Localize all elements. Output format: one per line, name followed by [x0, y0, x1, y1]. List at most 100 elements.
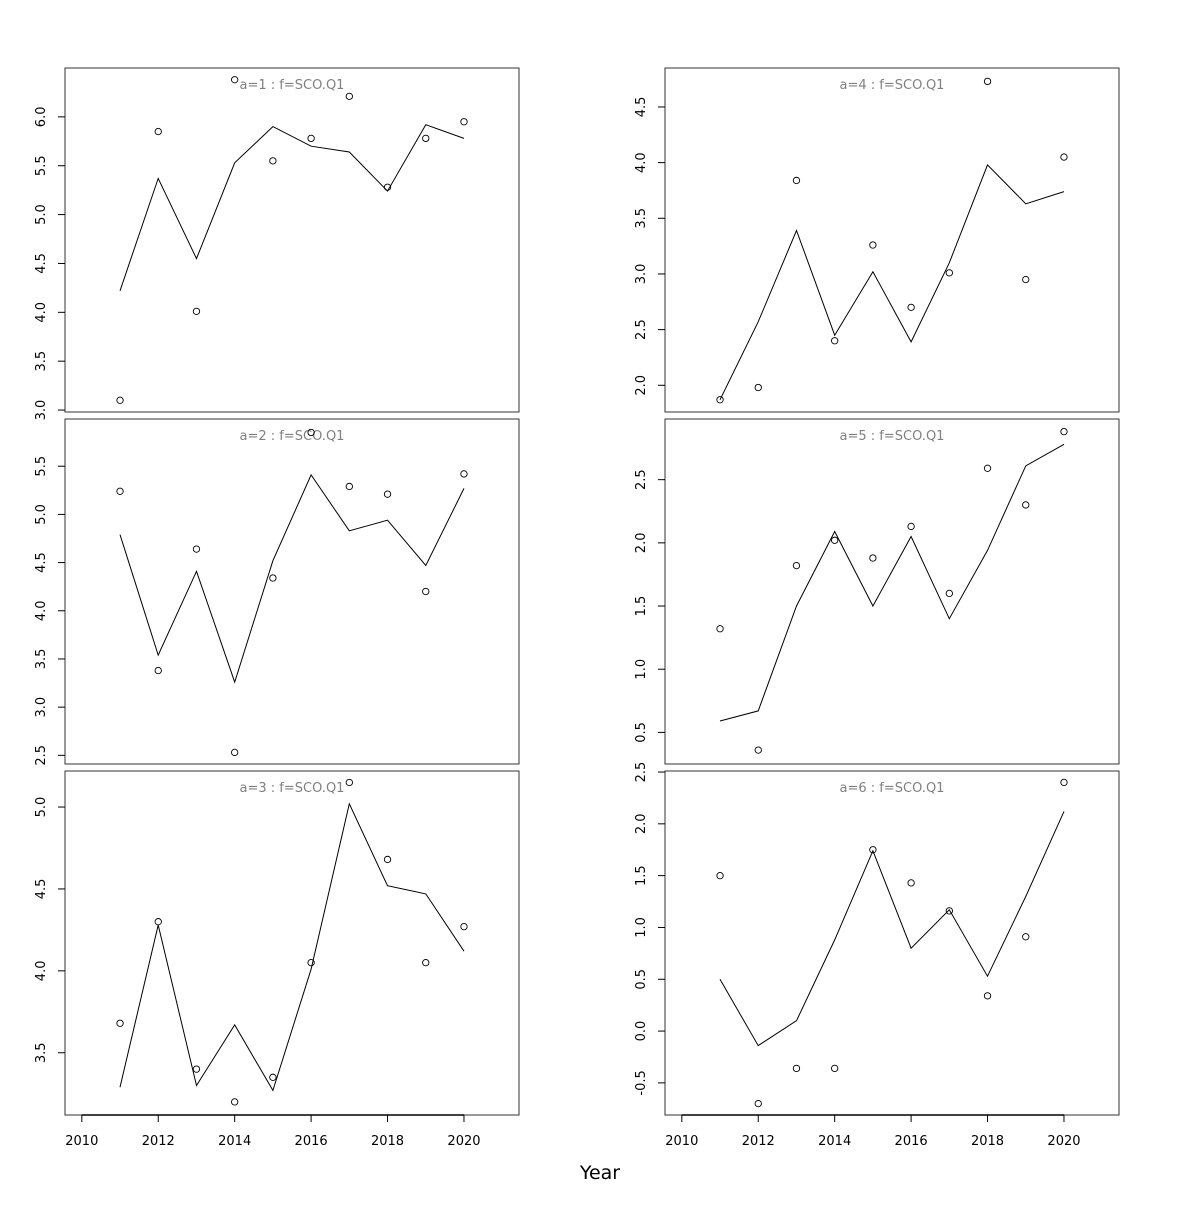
- x-tick-label: 2010: [65, 1134, 98, 1149]
- x-tick-label: 2018: [371, 1134, 404, 1149]
- data-point: [869, 846, 877, 854]
- x-tick-label: 2018: [971, 1134, 1004, 1149]
- fitted-line: [119, 473, 465, 684]
- data-point: [192, 545, 201, 553]
- fitted-line: [119, 802, 465, 1092]
- x-tick-label: 2012: [142, 1134, 175, 1149]
- y-tick-label: 6.0: [34, 107, 49, 128]
- y-tick-label: 3.5: [34, 649, 49, 670]
- data-point: [945, 589, 953, 598]
- y-tick-label: 1.5: [634, 865, 649, 886]
- data-point: [1022, 275, 1030, 284]
- y-tick-label: 2.0: [634, 375, 649, 396]
- data-point: [1022, 933, 1030, 941]
- panel-frame: [664, 770, 1120, 1116]
- y-tick-label: -0.5: [634, 1070, 649, 1095]
- y-tick-label: 0.5: [634, 969, 649, 990]
- data-point: [945, 269, 953, 277]
- y-tick-label: 4.5: [34, 879, 49, 900]
- data-point: [754, 746, 762, 754]
- data-point: [422, 587, 430, 596]
- y-tick-label: 2.0: [634, 533, 649, 554]
- data-point: [116, 487, 124, 495]
- data-point: [869, 554, 877, 562]
- x-tick-label: 2016: [895, 1134, 928, 1149]
- data-point: [792, 176, 801, 185]
- x-tick-label: 2010: [665, 1134, 698, 1149]
- data-point: [383, 855, 392, 864]
- data-point: [1060, 153, 1068, 161]
- data-point: [307, 428, 315, 437]
- y-tick-label: 2.5: [634, 319, 649, 340]
- data-point: [754, 383, 762, 392]
- panel-title: a=2 : f=SCO.Q1: [240, 429, 345, 444]
- y-tick-label: 4.5: [634, 97, 649, 118]
- data-point: [192, 307, 201, 315]
- y-tick-label: 1.5: [634, 596, 649, 617]
- panel-frame: [64, 770, 520, 1116]
- data-point: [307, 959, 315, 967]
- y-tick-label: 1.0: [634, 917, 649, 938]
- y-tick-label: 4.0: [34, 961, 49, 982]
- y-tick-label: 5.0: [34, 204, 49, 225]
- x-tick-label: 2016: [295, 1134, 328, 1149]
- fitted-line: [719, 443, 1065, 722]
- y-tick-label: 3.0: [34, 400, 49, 421]
- data-point: [460, 922, 468, 931]
- panel-5: a=3 : f=SCO.Q1 3.5 4.0 4.5 5.0 2010 2012 2014 20…: [34, 770, 520, 1149]
- data-point: [907, 879, 915, 887]
- data-point: [307, 134, 315, 143]
- data-point: [192, 1065, 201, 1073]
- y-tick-label: 0.5: [634, 722, 649, 743]
- data-point: [231, 1098, 239, 1106]
- data-point: [983, 77, 992, 86]
- panel-6: a=6 : f=SCO.Q1 -0.5 0.0 0.5 1.0 1.5 2.0 2.5 2010…: [634, 762, 1120, 1149]
- y-tick-label: 3.0: [634, 264, 649, 285]
- data-point: [269, 157, 277, 165]
- fitted-line: [719, 811, 1065, 1047]
- y-tick-label: 4.0: [634, 152, 649, 173]
- panel-2: a=4 : f=SCO.Q1 2.0 2.5 3.0 3.5 4.0 4.5: [634, 67, 1120, 413]
- y-tick-label: 1.0: [634, 659, 649, 680]
- panel-frame: [64, 67, 520, 413]
- data-point: [716, 396, 724, 404]
- data-point: [716, 625, 724, 633]
- y-tick-label: 4.5: [34, 253, 49, 274]
- data-point: [345, 778, 353, 787]
- data-point: [983, 464, 992, 472]
- data-point: [716, 872, 724, 880]
- panel-frame: [64, 418, 520, 765]
- data-point: [231, 76, 239, 84]
- data-point: [154, 918, 162, 926]
- data-point: [1060, 778, 1068, 787]
- data-point: [1060, 427, 1068, 436]
- panel-title: a=4 : f=SCO.Q1: [840, 78, 945, 93]
- y-tick-label: 2.5: [634, 469, 649, 490]
- data-point: [116, 1019, 124, 1027]
- panel-frame: [664, 418, 1120, 765]
- panel-title: a=1 : f=SCO.Q1: [240, 78, 345, 93]
- y-tick-label: 3.0: [34, 697, 49, 718]
- data-point: [945, 907, 953, 915]
- x-tick-label: 2020: [447, 1134, 480, 1149]
- y-tick-label: 5.0: [34, 797, 49, 818]
- y-tick-label: 3.5: [34, 1042, 49, 1063]
- panel-title: a=5 : f=SCO.Q1: [840, 429, 945, 444]
- panel-title: a=6 : f=SCO.Q1: [840, 781, 945, 796]
- fitted-line: [119, 124, 465, 291]
- y-tick-label: 2.0: [634, 813, 649, 834]
- data-point: [345, 482, 353, 491]
- data-point: [269, 574, 277, 582]
- y-tick-label: 5.5: [34, 456, 49, 477]
- y-tick-label: 4.0: [34, 600, 49, 621]
- data-point: [383, 490, 392, 498]
- data-point: [269, 1073, 277, 1081]
- data-point: [792, 561, 801, 570]
- y-tick-label: 4.0: [34, 302, 49, 323]
- x-tick-label: 2014: [218, 1134, 251, 1149]
- x-tick-label: 2014: [818, 1134, 851, 1149]
- data-point: [907, 303, 915, 312]
- panel-title: a=3 : f=SCO.Q1: [240, 781, 345, 796]
- y-tick-label: 3.5: [34, 351, 49, 372]
